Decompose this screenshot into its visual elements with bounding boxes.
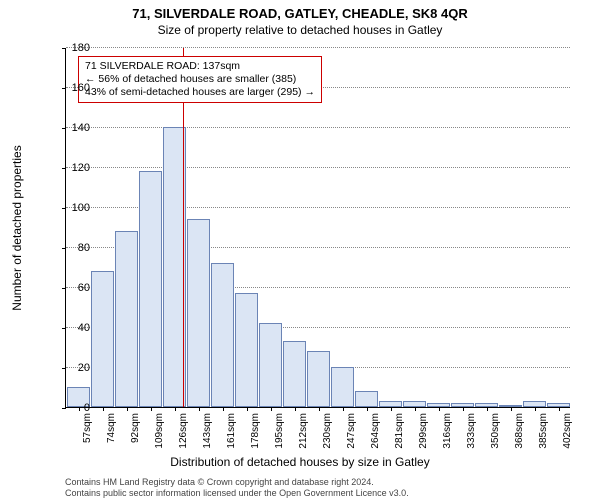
- histogram-bar: [259, 323, 282, 407]
- xtick-mark: [559, 407, 560, 411]
- xtick-label: 143sqm: [202, 413, 213, 449]
- xtick-label: 264sqm: [370, 413, 381, 449]
- annotation-line: ← 56% of detached houses are smaller (38…: [85, 73, 315, 86]
- xtick-mark: [343, 407, 344, 411]
- histogram-bar: [139, 171, 162, 407]
- ytick-label: 40: [55, 322, 90, 334]
- y-axis-label: Number of detached properties: [10, 145, 24, 310]
- xtick-mark: [415, 407, 416, 411]
- histogram-bar: [211, 263, 234, 407]
- histogram-bar: [307, 351, 330, 407]
- xtick-label: 92sqm: [130, 413, 141, 443]
- xtick-mark: [463, 407, 464, 411]
- xtick-mark: [175, 407, 176, 411]
- xtick-mark: [199, 407, 200, 411]
- gridline: [66, 167, 570, 168]
- annotation-line: 71 SILVERDALE ROAD: 137sqm: [85, 60, 315, 73]
- xtick-label: 368sqm: [514, 413, 525, 449]
- attribution-text: Contains HM Land Registry data © Crown c…: [65, 477, 409, 498]
- chart-main-title: 71, SILVERDALE ROAD, GATLEY, CHEADLE, SK…: [0, 0, 600, 21]
- ytick-label: 60: [55, 282, 90, 294]
- histogram-bar: [91, 271, 114, 407]
- xtick-mark: [319, 407, 320, 411]
- xtick-mark: [127, 407, 128, 411]
- x-axis-label: Distribution of detached houses by size …: [0, 455, 600, 469]
- xtick-label: 126sqm: [178, 413, 189, 449]
- ytick-label: 80: [55, 242, 90, 254]
- annotation-line: 43% of semi-detached houses are larger (…: [85, 86, 315, 99]
- annotation-box: 71 SILVERDALE ROAD: 137sqm← 56% of detac…: [78, 56, 322, 103]
- chart-plot-area: 71 SILVERDALE ROAD: 137sqm← 56% of detac…: [65, 48, 570, 408]
- histogram-bar: [355, 391, 378, 407]
- xtick-label: 178sqm: [250, 413, 261, 449]
- xtick-mark: [535, 407, 536, 411]
- xtick-mark: [103, 407, 104, 411]
- histogram-bar: [235, 293, 258, 407]
- xtick-mark: [391, 407, 392, 411]
- ytick-label: 20: [55, 362, 90, 374]
- xtick-mark: [151, 407, 152, 411]
- xtick-label: 333sqm: [466, 413, 477, 449]
- xtick-label: 316sqm: [442, 413, 453, 449]
- xtick-label: 109sqm: [154, 413, 165, 449]
- xtick-label: 195sqm: [274, 413, 285, 449]
- chart-sub-title: Size of property relative to detached ho…: [0, 21, 600, 37]
- xtick-mark: [295, 407, 296, 411]
- attribution-line-2: Contains public sector information licen…: [65, 488, 409, 498]
- xtick-label: 385sqm: [538, 413, 549, 449]
- histogram-bar: [115, 231, 138, 407]
- ytick-label: 100: [55, 202, 90, 214]
- xtick-mark: [511, 407, 512, 411]
- gridline: [66, 47, 570, 48]
- xtick-label: 281sqm: [394, 413, 405, 449]
- gridline: [66, 127, 570, 128]
- xtick-label: 247sqm: [346, 413, 357, 449]
- attribution-line-1: Contains HM Land Registry data © Crown c…: [65, 477, 409, 487]
- ytick-label: 180: [55, 42, 90, 54]
- xtick-label: 57sqm: [82, 413, 93, 443]
- xtick-label: 161sqm: [226, 413, 237, 449]
- xtick-mark: [247, 407, 248, 411]
- histogram-bar: [331, 367, 354, 407]
- xtick-label: 74sqm: [106, 413, 117, 443]
- ytick-label: 140: [55, 122, 90, 134]
- ytick-label: 160: [55, 82, 90, 94]
- xtick-mark: [271, 407, 272, 411]
- xtick-label: 299sqm: [418, 413, 429, 449]
- xtick-mark: [487, 407, 488, 411]
- xtick-label: 212sqm: [298, 413, 309, 449]
- xtick-mark: [439, 407, 440, 411]
- ytick-label: 120: [55, 162, 90, 174]
- xtick-mark: [367, 407, 368, 411]
- xtick-mark: [223, 407, 224, 411]
- histogram-bar: [187, 219, 210, 407]
- xtick-label: 230sqm: [322, 413, 333, 449]
- xtick-label: 350sqm: [490, 413, 501, 449]
- xtick-label: 402sqm: [562, 413, 573, 449]
- histogram-bar: [283, 341, 306, 407]
